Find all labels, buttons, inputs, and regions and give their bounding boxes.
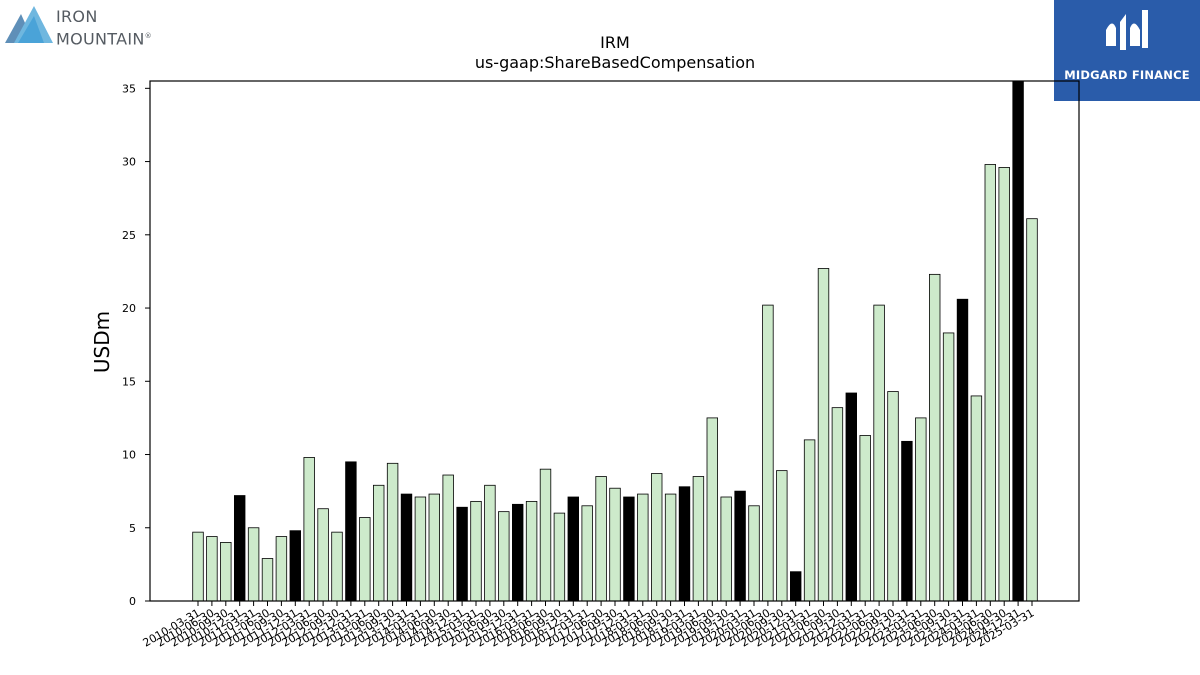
bar-2020-12-31 [790, 571, 802, 602]
bar-2021-03-31 [803, 439, 816, 602]
bar-2021-06-30 [817, 268, 830, 602]
bar-2012-06-30 [317, 508, 329, 602]
bar-2010-06-30 [206, 536, 218, 602]
bar-2011-03-31 [247, 527, 260, 602]
bar-2011-09-30 [275, 536, 288, 602]
bar-2013-03-31 [359, 517, 371, 602]
bar-2015-03-31 [470, 500, 482, 602]
chart-subtitle: us-gaap:ShareBasedCompensation [475, 53, 755, 72]
logo-text-line2: MOUNTAIN® [56, 27, 152, 48]
y-tick-label: 20 [122, 302, 136, 315]
bar-2013-06-30 [372, 484, 385, 602]
midgard-brand-text: MIDGARD FINANCE [1064, 68, 1190, 82]
bar-2019-09-30 [720, 496, 732, 602]
bar-2016-12-31 [567, 496, 580, 602]
bar-2013-09-30 [386, 462, 399, 602]
y-tick-label: 35 [122, 82, 136, 95]
midgard-mark-icon [1106, 10, 1148, 50]
bars-group [192, 80, 1038, 602]
y-axis: 0 5 10 15 20 25 30 35 [122, 82, 150, 608]
bar-2020-09-30 [776, 470, 788, 602]
bar-2012-09-30 [331, 531, 343, 602]
bar-2021-12-31 [845, 392, 858, 602]
bar-2012-03-31 [303, 457, 315, 602]
bar-2015-12-31 [512, 503, 524, 602]
bar-2016-06-30 [539, 468, 552, 602]
bar-2020-06-30 [762, 304, 774, 602]
midgard-finance-logo: MIDGARD FINANCE [1054, 0, 1200, 101]
bar-2022-09-30 [887, 391, 899, 602]
bar-2011-12-31 [289, 530, 302, 602]
bar-2017-12-31 [623, 496, 635, 602]
y-tick-label: 0 [129, 595, 136, 608]
bar-2022-06-30 [873, 304, 885, 602]
y-tick-label: 10 [122, 449, 136, 462]
iron-mountain-logo: IRON MOUNTAIN® [4, 4, 164, 48]
bar-2021-09-30 [831, 407, 844, 602]
y-tick-label: 30 [122, 156, 136, 169]
bar-2019-03-31 [692, 476, 705, 602]
y-tick-label: 5 [129, 522, 136, 535]
bar-2010-12-31 [233, 495, 246, 602]
bar-2014-03-31 [414, 496, 427, 602]
bar-2024-03-31 [970, 395, 983, 602]
bar-2024-09-30 [998, 167, 1010, 602]
bar-2024-12-31 [1012, 80, 1024, 602]
bar-2018-06-30 [651, 473, 663, 602]
bar-2017-06-30 [595, 476, 607, 602]
y-axis-label: USDm [90, 311, 114, 373]
logo-text-line2-word: MOUNTAIN [56, 29, 145, 49]
bar-2012-12-31 [345, 461, 357, 602]
bar-2025-03-31 [1026, 218, 1038, 602]
bar-2015-09-30 [498, 511, 510, 602]
bar-2017-03-31 [581, 505, 593, 602]
bar-2010-09-30 [220, 542, 232, 602]
mountain-icon [5, 6, 53, 43]
bar-2016-03-31 [525, 500, 538, 602]
bar-2014-06-30 [428, 493, 441, 602]
y-tick-label: 25 [122, 229, 136, 242]
bar-2023-12-31 [956, 298, 969, 602]
y-tick-label: 15 [122, 375, 136, 388]
bar-2019-12-31 [734, 490, 746, 602]
bar-2019-06-30 [706, 417, 719, 602]
logo-text-line1: IRON [56, 7, 98, 26]
bar-2024-06-30 [984, 164, 997, 602]
x-axis: 2010-03-312010-06-302010-09-302010-12-31… [141, 601, 1037, 650]
registered-mark: ® [144, 32, 152, 40]
plot-frame [149, 80, 1080, 602]
bar-2023-09-30 [942, 332, 955, 602]
bar-2013-12-31 [400, 493, 413, 602]
bar-2015-06-30 [484, 484, 496, 602]
bar-2017-09-30 [609, 487, 621, 602]
bar-2018-03-31 [637, 493, 649, 602]
bar-2018-09-30 [664, 493, 677, 602]
bar-2014-09-30 [442, 474, 454, 602]
bar-2023-03-31 [915, 417, 927, 602]
chart-title: IRM [600, 33, 630, 52]
bar-2016-09-30 [553, 512, 566, 602]
bar-2022-12-31 [901, 440, 913, 602]
bar-2010-03-31 [192, 531, 204, 602]
bar-2014-12-31 [456, 506, 468, 602]
bar-2023-06-30 [929, 273, 941, 602]
bar-2022-03-31 [859, 435, 871, 602]
bar-2020-03-31 [748, 505, 760, 602]
bar-2018-12-31 [678, 486, 691, 602]
bar-2011-06-30 [261, 558, 274, 602]
